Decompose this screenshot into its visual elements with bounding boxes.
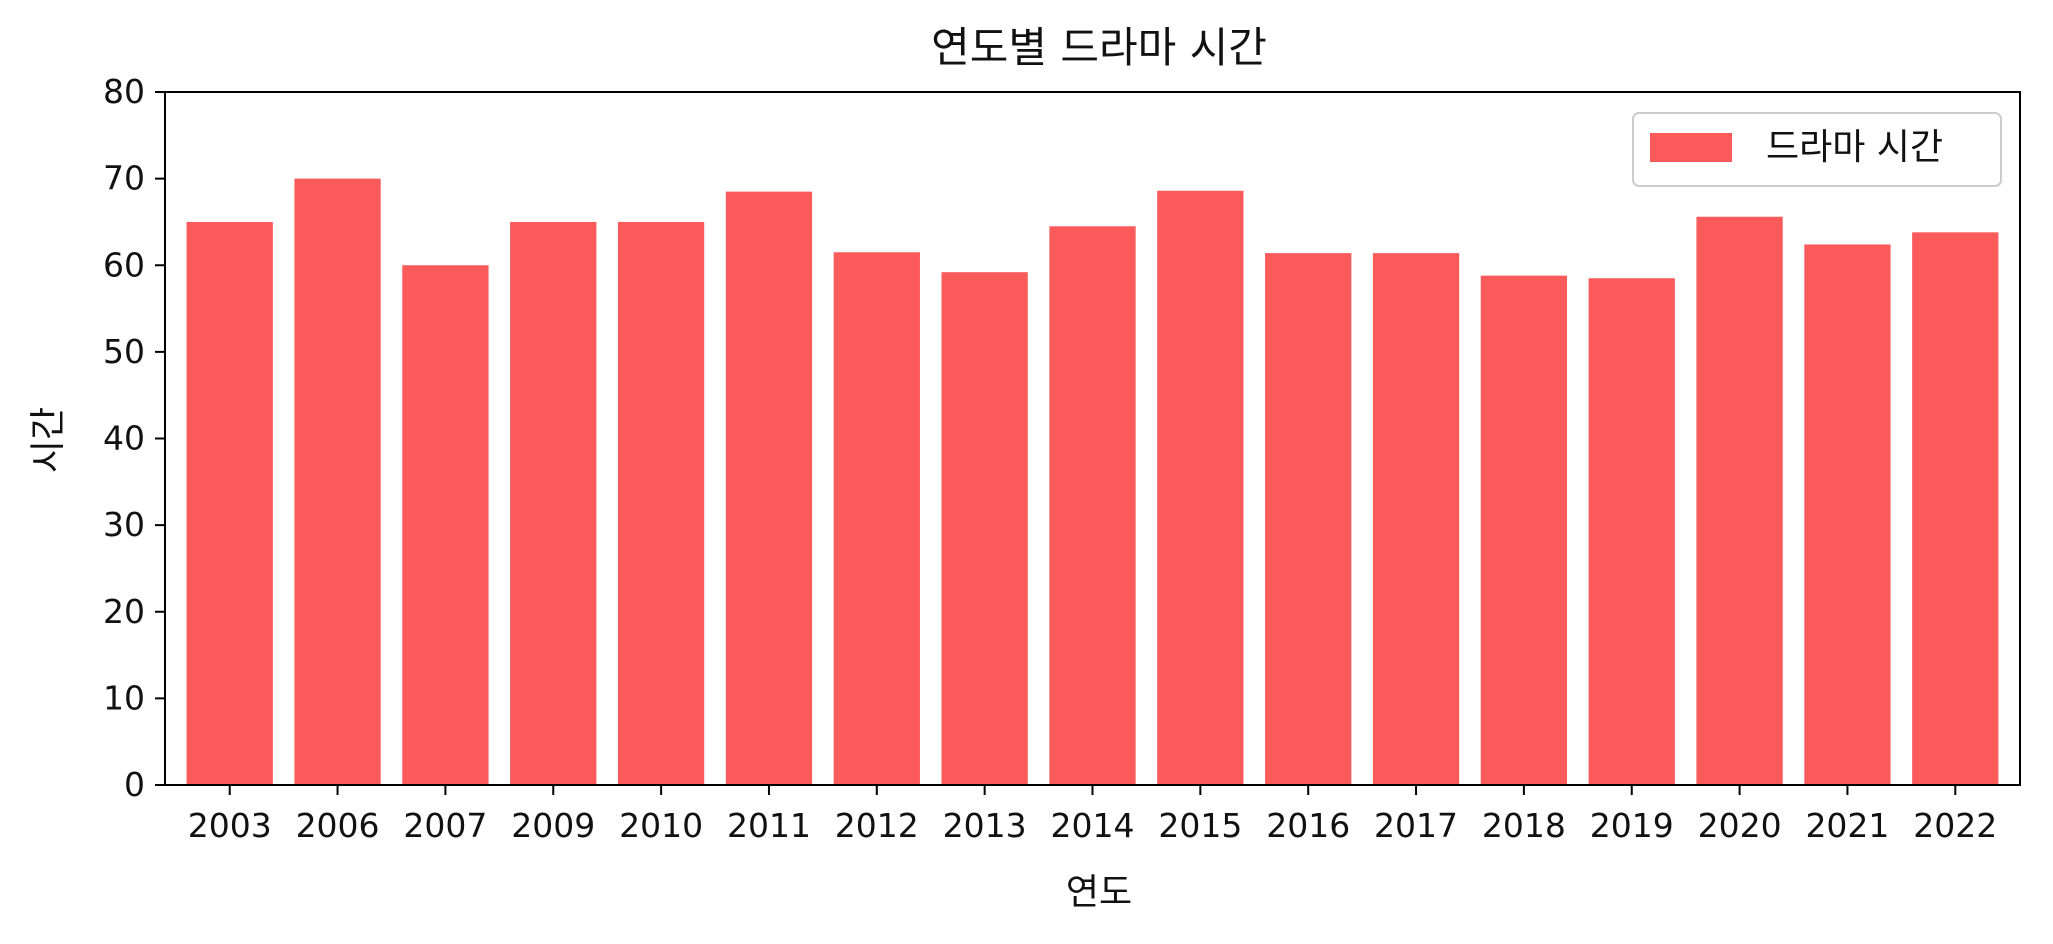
x-tick-label: 2021 bbox=[1805, 806, 1889, 845]
x-tick-label: 2020 bbox=[1698, 806, 1782, 845]
y-axis: 0 10 20 30 40 50 60 70 80 bbox=[103, 72, 165, 804]
x-tick-label: 2012 bbox=[835, 806, 919, 845]
bar-2022 bbox=[1912, 232, 1999, 785]
y-tick-label: 70 bbox=[103, 159, 145, 198]
bar-2006 bbox=[294, 178, 381, 785]
y-tick-label: 80 bbox=[103, 72, 145, 111]
bar-2003 bbox=[186, 221, 273, 785]
legend-label: 드라마 시간 bbox=[1766, 127, 1943, 168]
x-tick-label: 2010 bbox=[619, 806, 703, 845]
bar-2012 bbox=[833, 252, 920, 786]
x-tick-label: 2011 bbox=[727, 806, 811, 845]
legend-box bbox=[1632, 112, 2002, 187]
x-tick-label: 2009 bbox=[511, 806, 595, 845]
bar-2016 bbox=[1265, 253, 1352, 785]
x-tick-label: 2014 bbox=[1051, 806, 1135, 845]
x-tick-label: 2018 bbox=[1482, 806, 1566, 845]
bar-2010 bbox=[617, 221, 705, 785]
legend: 드라마 시간 bbox=[1632, 112, 2002, 187]
y-axis-label: 시간 bbox=[28, 407, 69, 473]
x-tick-label: 2013 bbox=[943, 806, 1027, 845]
x-tick-label: 2016 bbox=[1266, 806, 1350, 845]
bar-2018 bbox=[1480, 275, 1568, 785]
bar-2015 bbox=[1157, 190, 1244, 785]
y-tick-label: 30 bbox=[103, 505, 145, 544]
x-tick-label: 2003 bbox=[188, 806, 272, 845]
y-tick-label: 0 bbox=[124, 765, 145, 804]
bar-2021 bbox=[1804, 244, 1891, 785]
y-tick-label: 60 bbox=[103, 245, 145, 284]
x-axis-label: 연도 bbox=[1066, 872, 1132, 913]
bars-group bbox=[186, 178, 1999, 786]
bar-2014 bbox=[1049, 226, 1136, 786]
y-tick-label: 10 bbox=[103, 678, 145, 717]
x-tick-label: 2017 bbox=[1374, 806, 1458, 845]
plot-frame bbox=[164, 91, 2021, 786]
bar-2009 bbox=[510, 221, 597, 785]
y-tick-label: 20 bbox=[103, 592, 145, 631]
x-tick-label: 2022 bbox=[1913, 806, 1997, 845]
bar-2007 bbox=[402, 265, 489, 785]
x-tick-label: 2006 bbox=[296, 806, 380, 845]
bar-2019 bbox=[1588, 278, 1675, 785]
legend-swatch bbox=[1650, 133, 1732, 162]
x-tick-label: 2007 bbox=[403, 806, 487, 845]
y-tick-label: 40 bbox=[103, 419, 145, 458]
x-tick-label: 2015 bbox=[1158, 806, 1242, 845]
bar-2020 bbox=[1696, 216, 1783, 786]
chart-title: 연도별 드라마 시간 bbox=[931, 23, 1267, 72]
bar-2017 bbox=[1372, 253, 1460, 785]
x-axis: 2003 2006 2007 2009 2010 2011 2012 2013 2014 2015… bbox=[188, 785, 1997, 845]
x-tick-label: 2019 bbox=[1590, 806, 1674, 845]
y-tick-label: 50 bbox=[103, 332, 145, 371]
bar-2011 bbox=[725, 191, 813, 785]
bar-2013 bbox=[941, 272, 1028, 785]
